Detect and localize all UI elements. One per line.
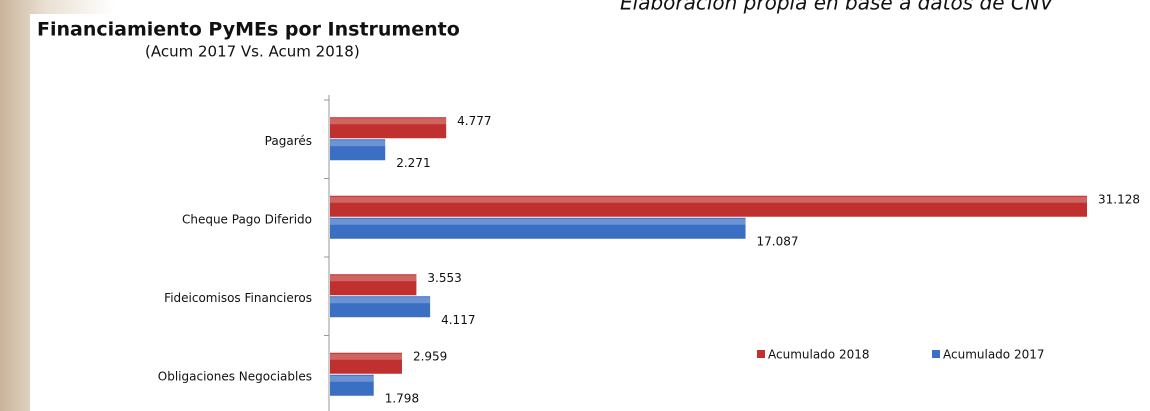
data-label: 31.128 bbox=[1098, 192, 1140, 206]
chart-title: Financiamiento PyMEs por Instrumento bbox=[37, 19, 460, 41]
bar bbox=[330, 374, 374, 396]
bar-highlight bbox=[330, 118, 447, 125]
legend-label: Acumulado 2017 bbox=[943, 348, 1045, 362]
chart-subtitle: (Acum 2017 Vs. Acum 2018) bbox=[145, 43, 360, 61]
data-label: 3.553 bbox=[427, 271, 461, 285]
data-label: 4.117 bbox=[441, 313, 475, 327]
bar-highlight bbox=[330, 140, 386, 147]
bar-highlight bbox=[330, 297, 431, 304]
bar bbox=[330, 195, 1087, 217]
legend-label: Acumulado 2018 bbox=[768, 348, 870, 362]
bar bbox=[330, 139, 386, 161]
data-label: 2.959 bbox=[413, 349, 447, 363]
legend-swatch bbox=[757, 350, 765, 358]
bar bbox=[330, 296, 431, 318]
bar-highlight bbox=[330, 275, 417, 282]
data-label: 1.798 bbox=[385, 391, 419, 405]
bar bbox=[330, 117, 447, 139]
bar-highlight bbox=[330, 353, 402, 360]
y-tick-label: Fideicomisos Financieros bbox=[164, 291, 312, 305]
data-label: 17.087 bbox=[757, 234, 799, 248]
bar bbox=[330, 352, 402, 374]
legend-swatch bbox=[932, 350, 940, 358]
source-note: Elaboración propia en base a datos de CN… bbox=[620, 0, 1055, 15]
y-tick-label: Cheque Pago Diferido bbox=[182, 212, 312, 226]
bar bbox=[330, 274, 417, 296]
y-tick-label: Pagarés bbox=[265, 134, 312, 148]
bar-highlight bbox=[330, 375, 374, 382]
bar-highlight bbox=[330, 218, 746, 225]
data-label: 4.777 bbox=[457, 114, 491, 128]
bar bbox=[330, 217, 746, 239]
bar-highlight bbox=[330, 196, 1087, 203]
data-label: 2.271 bbox=[396, 156, 430, 170]
y-tick-label: Obligaciones Negociables bbox=[158, 369, 312, 383]
